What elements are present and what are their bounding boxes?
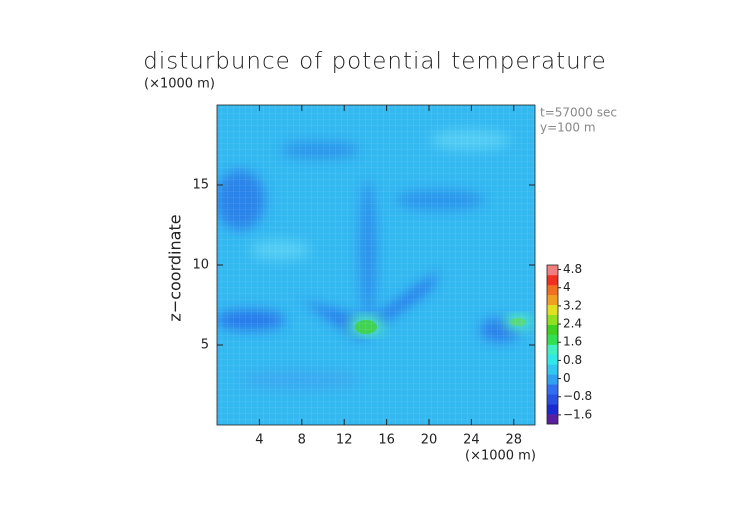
colorbar-swatch (547, 274, 558, 286)
colorbar-label: 2.4 (563, 317, 582, 331)
y-tick-label: 5 (201, 338, 209, 353)
x-tick-label: 8 (298, 433, 306, 448)
colorbar-swatch (547, 384, 558, 395)
colorbar-label: 0 (563, 371, 571, 385)
annotation: y=100 m (540, 121, 596, 135)
colorbar-swatch (547, 374, 558, 385)
annotation: t=57000 sec (540, 106, 617, 120)
colorbar-frame (546, 264, 559, 425)
colorbar-swatch (547, 284, 558, 296)
colorbar-swatch (547, 364, 558, 375)
y-tick-label: 15 (192, 178, 209, 193)
colorbar-swatch (547, 404, 558, 415)
colorbar-label: −1.6 (563, 407, 592, 421)
colorbar-label: 3.2 (563, 298, 582, 312)
x-tick-label: 24 (463, 433, 480, 448)
colorbar-swatch (547, 354, 558, 365)
colorbar-swatch (547, 314, 558, 325)
x-unit-label: (×1000 m) (465, 449, 536, 464)
colorbar-swatch (547, 294, 558, 306)
y-tick-label: 10 (192, 258, 209, 273)
x-tick-label: 4 (255, 433, 263, 448)
colorbar-swatch (547, 334, 558, 345)
colorbar-label: 4.8 (563, 262, 582, 276)
y-unit-label: (×1000 m) (144, 77, 215, 92)
colorbar-swatch (547, 265, 558, 276)
chart-title: disturbunce of potential temperature (143, 49, 607, 75)
colorbar-label: 1.6 (563, 335, 582, 349)
colorbar-label: 0.8 (563, 353, 582, 367)
x-tick-label: 12 (336, 433, 353, 448)
colorbar-swatch (547, 414, 558, 425)
x-tick-label: 20 (421, 433, 438, 448)
y-axis-label: z−coordinate (166, 214, 185, 321)
colorbar-label: −0.8 (563, 389, 592, 403)
x-tick-label: 28 (506, 433, 523, 448)
colorbar-swatch (547, 304, 558, 315)
colorbar-swatch (547, 394, 558, 405)
colorbar-swatch (547, 344, 558, 355)
x-tick-label: 16 (378, 433, 395, 448)
colorbar-label: 4 (563, 280, 571, 294)
colorbar-swatch (547, 324, 558, 335)
field (217, 105, 535, 425)
